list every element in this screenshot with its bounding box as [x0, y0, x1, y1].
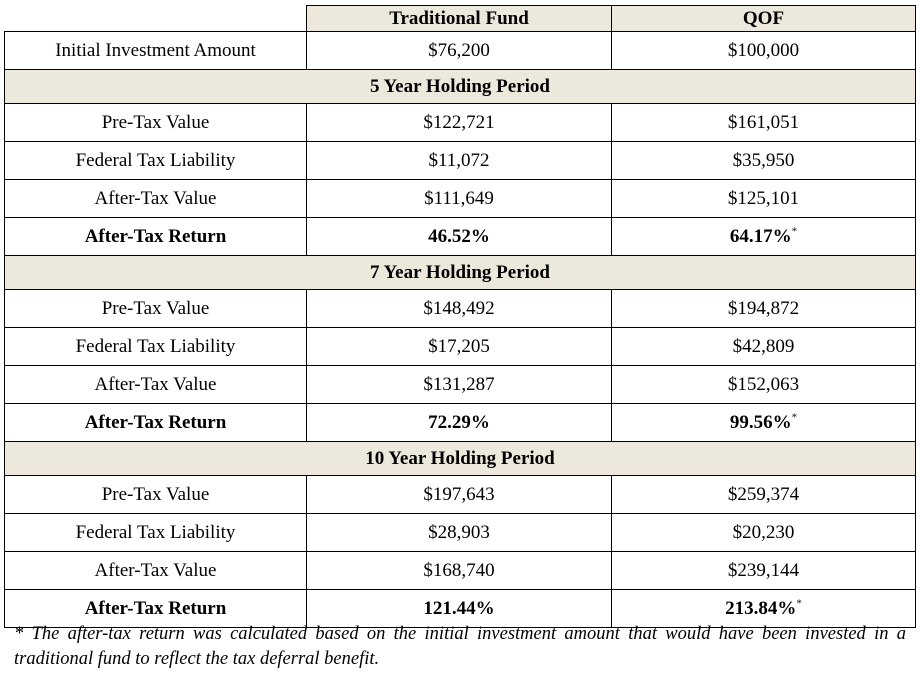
- traditional-value: $17,205: [306, 327, 612, 366]
- after-tax-return-row: After-Tax Return 72.29% 99.56%*: [4, 403, 916, 442]
- row-label: Federal Tax Liability: [4, 513, 307, 552]
- row-label: After-Tax Return: [4, 217, 307, 256]
- qof-value: $100,000: [611, 31, 916, 70]
- initial-investment-row: Initial Investment Amount $76,200 $100,0…: [4, 31, 916, 70]
- row-label: After-Tax Value: [4, 179, 307, 218]
- traditional-value: $168,740: [306, 551, 612, 590]
- row-label: Initial Investment Amount: [4, 31, 307, 70]
- qof-value-cell: 99.56%*: [611, 403, 916, 442]
- row-label: Pre-Tax Value: [4, 289, 307, 328]
- table-row: After-Tax Value $111,649 $125,101: [4, 179, 916, 218]
- qof-value-cell: 213.84%*: [611, 589, 916, 628]
- traditional-value: $148,492: [306, 289, 612, 328]
- header-empty-cell: [4, 5, 307, 32]
- table-row: Federal Tax Liability $17,205 $42,809: [4, 327, 916, 366]
- table-row: After-Tax Value $168,740 $239,144: [4, 551, 916, 590]
- row-label: After-Tax Value: [4, 365, 307, 404]
- after-tax-return-row: After-Tax Return 46.52% 64.17%*: [4, 217, 916, 256]
- traditional-value: $122,721: [306, 103, 612, 142]
- period-title: 10 Year Holding Period: [4, 441, 916, 476]
- row-label: Federal Tax Liability: [4, 141, 307, 180]
- table-row: After-Tax Value $131,287 $152,063: [4, 365, 916, 404]
- traditional-value: 121.44%: [306, 589, 612, 628]
- row-label: After-Tax Return: [4, 403, 307, 442]
- qof-value: 64.17%: [729, 225, 792, 247]
- column-header-row: Traditional Fund QOF: [4, 5, 916, 32]
- footnote-marker: *: [791, 411, 798, 424]
- qof-value: $194,872: [611, 289, 916, 328]
- after-tax-return-row: After-Tax Return 121.44% 213.84%*: [4, 589, 916, 628]
- column-header-traditional: Traditional Fund: [306, 5, 612, 32]
- table-row: Pre-Tax Value $197,643 $259,374: [4, 475, 916, 514]
- row-label: After-Tax Return: [4, 589, 307, 628]
- traditional-value: $76,200: [306, 31, 612, 70]
- table-row: Pre-Tax Value $148,492 $194,872: [4, 289, 916, 328]
- traditional-value: $11,072: [306, 141, 612, 180]
- qof-value: $259,374: [611, 475, 916, 514]
- period-title: 7 Year Holding Period: [4, 255, 916, 290]
- table-row: Federal Tax Liability $28,903 $20,230: [4, 513, 916, 552]
- footnote: * The after-tax return was calculated ba…: [14, 624, 906, 669]
- traditional-value: $28,903: [306, 513, 612, 552]
- traditional-value: 46.52%: [306, 217, 612, 256]
- traditional-value: $197,643: [306, 475, 612, 514]
- table-row: Pre-Tax Value $122,721 $161,051: [4, 103, 916, 142]
- traditional-value: $131,287: [306, 365, 612, 404]
- qof-value: $42,809: [611, 327, 916, 366]
- footnote-marker: *: [796, 597, 802, 610]
- table-row: Federal Tax Liability $11,072 $35,950: [4, 141, 916, 180]
- traditional-value: $111,649: [306, 179, 612, 218]
- comparison-table: Traditional Fund QOF Initial Investment …: [4, 5, 916, 628]
- qof-value: 99.56%: [729, 411, 792, 433]
- qof-value: $35,950: [611, 141, 916, 180]
- qof-value: $161,051: [611, 103, 916, 142]
- row-label: Pre-Tax Value: [4, 475, 307, 514]
- period-title: 5 Year Holding Period: [4, 69, 916, 104]
- footnote-marker: *: [791, 225, 798, 238]
- period-header-5-year: 5 Year Holding Period: [4, 69, 916, 104]
- row-label: After-Tax Value: [4, 551, 307, 590]
- traditional-value: 72.29%: [306, 403, 612, 442]
- period-header-7-year: 7 Year Holding Period: [4, 255, 916, 290]
- row-label: Federal Tax Liability: [4, 327, 307, 366]
- qof-value: $20,230: [611, 513, 916, 552]
- qof-value: $125,101: [611, 179, 916, 218]
- qof-value: $239,144: [611, 551, 916, 590]
- qof-value: 213.84%: [725, 597, 797, 619]
- row-label: Pre-Tax Value: [4, 103, 307, 142]
- qof-value: $152,063: [611, 365, 916, 404]
- period-header-10-year: 10 Year Holding Period: [4, 441, 916, 476]
- qof-value-cell: 64.17%*: [611, 217, 916, 256]
- column-header-qof: QOF: [611, 5, 916, 32]
